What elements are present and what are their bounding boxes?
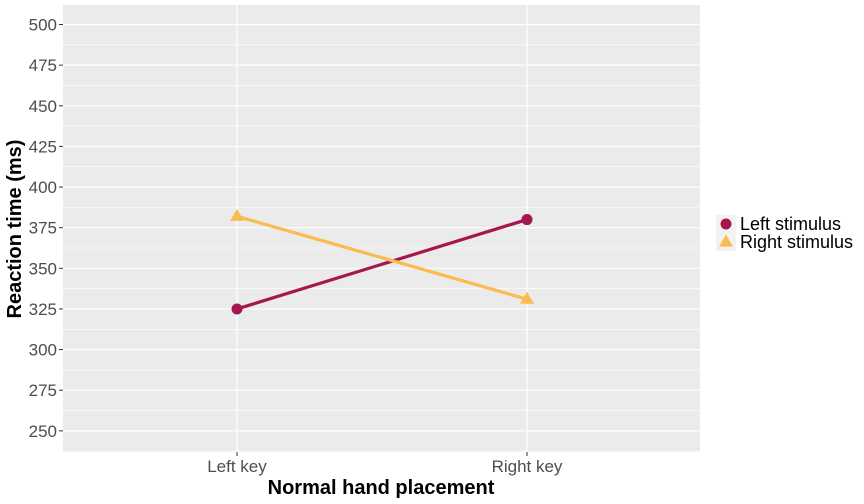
y-tick-label: 275 <box>29 381 57 400</box>
y-axis-title: Reaction time (ms) <box>4 140 26 319</box>
y-axis-ticks: 250 275 300 325 350 375 400 425 450 475 500 <box>29 16 63 441</box>
series-points <box>229 208 535 315</box>
legend-label: Left stimulus <box>740 214 841 234</box>
series-line <box>236 214 528 301</box>
y-tick-label: 425 <box>29 137 57 156</box>
major-gridlines <box>63 5 700 452</box>
data-point <box>229 208 245 221</box>
legend-label: Right stimulus <box>740 232 853 252</box>
series-lines <box>236 214 528 311</box>
y-tick-label: 400 <box>29 178 57 197</box>
x-tick-label: Right key <box>492 457 563 476</box>
series-line <box>236 218 528 311</box>
x-axis-title: Normal hand placement <box>268 477 495 499</box>
y-tick-label: 500 <box>29 16 57 35</box>
y-tick-label: 475 <box>29 56 57 75</box>
y-tick-label: 300 <box>29 341 57 360</box>
legend-key <box>720 218 732 230</box>
data-point <box>521 214 533 226</box>
plot-panel <box>63 5 700 452</box>
y-tick-label: 350 <box>29 259 57 278</box>
data-point <box>231 303 243 315</box>
minor-gridlines <box>63 44 700 452</box>
y-tick-label: 450 <box>29 97 57 116</box>
legend-key <box>718 234 734 247</box>
x-tick-label: Left key <box>207 457 267 476</box>
y-tick-label: 325 <box>29 300 57 319</box>
x-axis-ticks: Left key Right key <box>207 452 563 476</box>
y-tick-label: 250 <box>29 422 57 441</box>
y-tick-label: 375 <box>29 219 57 238</box>
data-point <box>519 291 535 304</box>
